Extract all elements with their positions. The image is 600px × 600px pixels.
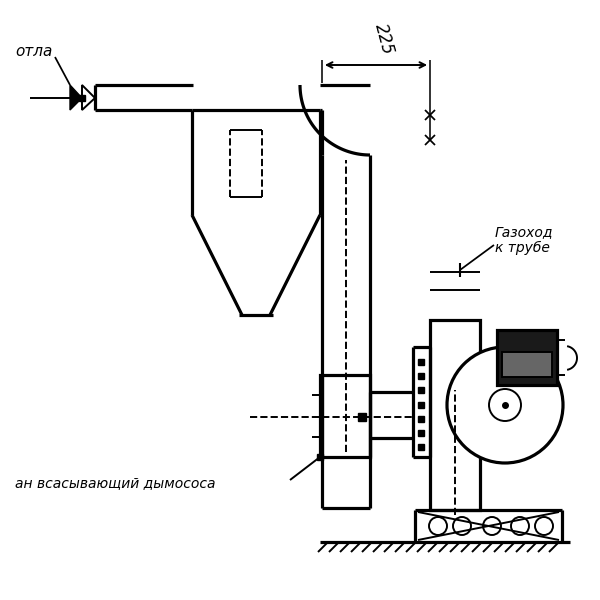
Circle shape <box>447 347 563 463</box>
Circle shape <box>453 517 471 535</box>
Bar <box>502 352 552 377</box>
Polygon shape <box>70 85 82 110</box>
Text: ан всасывающий дымососа: ан всасывающий дымососа <box>15 476 215 490</box>
Bar <box>497 330 557 385</box>
Circle shape <box>535 517 553 535</box>
Circle shape <box>489 389 521 421</box>
Bar <box>320 375 370 457</box>
Polygon shape <box>82 85 95 110</box>
Text: отла: отла <box>15 44 52 59</box>
Circle shape <box>511 517 529 535</box>
Circle shape <box>483 517 501 535</box>
Text: Газоход
к трубе: Газоход к трубе <box>495 225 554 255</box>
Bar <box>430 320 480 510</box>
Circle shape <box>429 517 447 535</box>
Text: 225: 225 <box>371 22 397 57</box>
